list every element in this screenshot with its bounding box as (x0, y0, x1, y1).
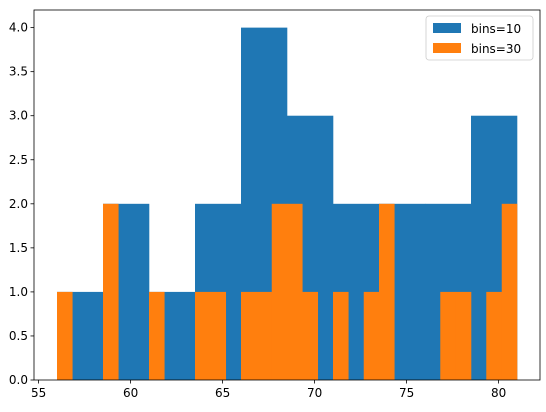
legend-swatch (433, 43, 461, 53)
bar (210, 291, 227, 380)
bar (271, 203, 288, 380)
x-tick-label: 75 (399, 386, 414, 400)
legend-label: bins=30 (471, 42, 521, 56)
bar (57, 291, 73, 380)
bar (455, 291, 472, 380)
bar (486, 291, 503, 380)
y-tick-label: 4.0 (9, 21, 28, 35)
y-tick-label: 2.0 (9, 197, 28, 211)
y-axis: 0.0 0.5 1.0 1.5 2.0 2.5 3.0 3.5 4.0 (9, 21, 34, 387)
bar (149, 291, 165, 380)
legend-label: bins=10 (471, 22, 521, 36)
x-axis: 55 60 65 70 75 80 (31, 380, 506, 400)
x-tick-label: 70 (307, 386, 322, 400)
x-tick-label: 80 (491, 386, 506, 400)
bar (501, 203, 518, 380)
bar (363, 291, 380, 380)
y-tick-label: 0.0 (9, 373, 28, 387)
legend-swatch (433, 23, 461, 33)
y-tick-label: 0.5 (9, 329, 28, 343)
bar (241, 291, 257, 380)
y-tick-label: 2.5 (9, 153, 28, 167)
legend: bins=10 bins=30 (425, 15, 534, 61)
y-tick-label: 3.5 (9, 65, 28, 79)
bar (440, 291, 457, 380)
bar (302, 291, 319, 380)
bar (195, 291, 211, 380)
x-tick-label: 60 (123, 386, 138, 400)
bar (103, 203, 119, 380)
y-tick-label: 1.5 (9, 241, 28, 255)
y-tick-label: 1.0 (9, 285, 28, 299)
y-tick-label: 3.0 (9, 109, 28, 123)
bar (287, 203, 303, 380)
series-1-bars (57, 203, 518, 380)
bars-layer (57, 27, 518, 381)
bar (379, 203, 395, 380)
plot-frame (33, 9, 541, 381)
bar (256, 291, 273, 380)
x-tick-label: 55 (31, 386, 46, 400)
bar (333, 291, 349, 380)
x-tick-label: 65 (215, 386, 230, 400)
